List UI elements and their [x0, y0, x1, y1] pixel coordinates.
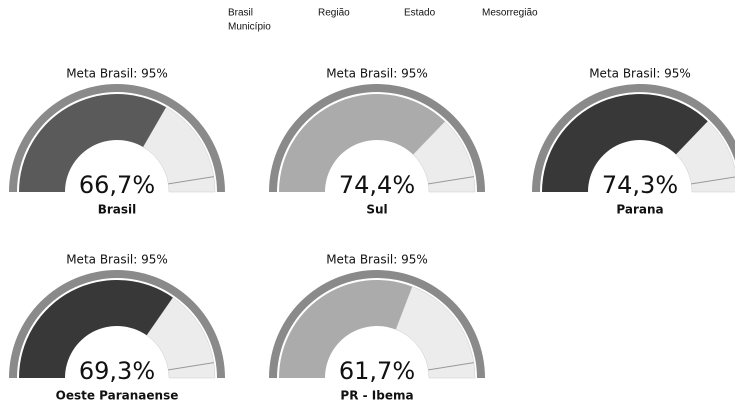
gauge-value: 69,3% [79, 357, 155, 385]
gauge-fill [542, 93, 708, 192]
gauge-value: 74,4% [339, 171, 415, 199]
target-marker [428, 176, 474, 185]
gauge-label: Sul [366, 203, 387, 217]
nav-tab[interactable]: Região [318, 8, 350, 19]
gauge-remainder [412, 121, 476, 193]
gauge-fill [19, 93, 167, 192]
target-marker [168, 362, 214, 371]
gauge-title: Meta Brasil: 95% [589, 67, 691, 81]
nav-tab[interactable]: Município [228, 22, 271, 33]
gauge-remainder [675, 120, 735, 193]
gauge-label: Parana [616, 203, 663, 217]
gauge-remainder [142, 106, 216, 193]
nav-tab[interactable]: Brasil [228, 8, 253, 19]
gauge-fill [19, 280, 173, 378]
gauge-label: PR - Ibema [340, 389, 413, 403]
target-marker [691, 176, 735, 185]
gauge-value: 74,3% [602, 171, 678, 199]
gauge-fill [279, 280, 413, 378]
gauge-label: Oeste Paranaense [56, 389, 179, 403]
nav-tab[interactable]: Mesorregião [482, 8, 538, 19]
nav-tab[interactable]: Estado [404, 8, 436, 19]
gauge-value: 61,7% [339, 357, 415, 385]
gauge-fill [279, 93, 445, 192]
gauge-remainder [395, 286, 476, 379]
gauge-title: Meta Brasil: 95% [66, 67, 168, 81]
gauge-label: Brasil [98, 203, 137, 217]
gauge-title: Meta Brasil: 95% [326, 67, 428, 81]
gauge-remainder [146, 297, 216, 379]
gauge-title: Meta Brasil: 95% [326, 253, 428, 267]
gauge-title: Meta Brasil: 95% [66, 253, 168, 267]
gauge-value: 66,7% [79, 171, 155, 199]
target-marker [428, 362, 474, 371]
target-marker [168, 176, 214, 185]
